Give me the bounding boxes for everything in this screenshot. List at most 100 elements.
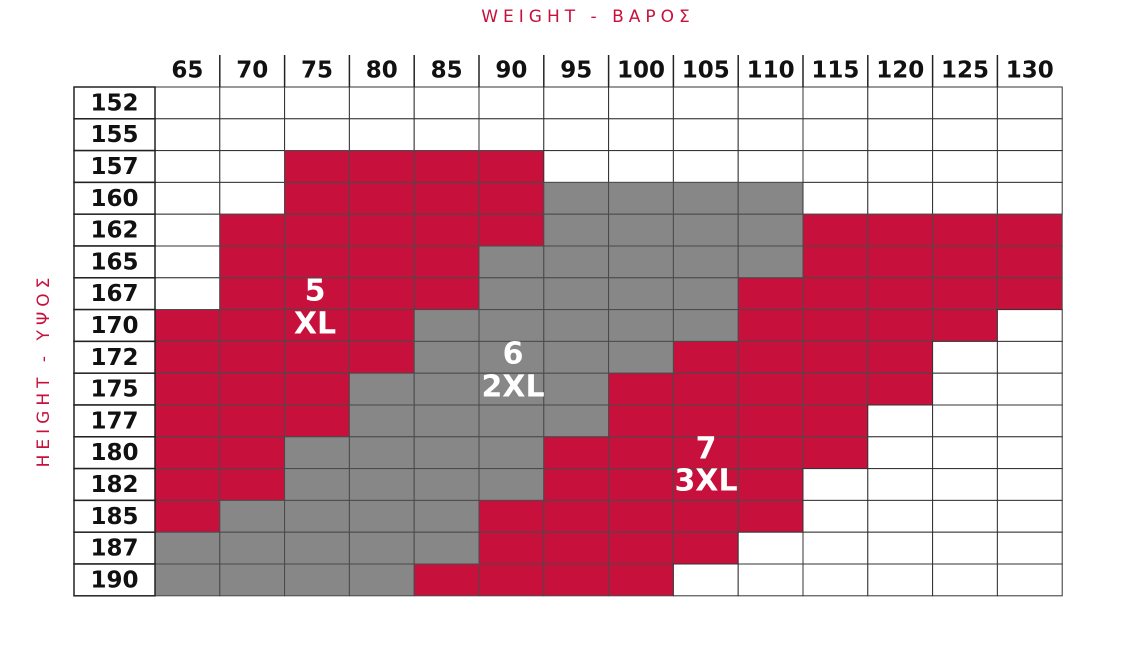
cell xyxy=(932,436,998,470)
cell xyxy=(608,277,674,311)
cell xyxy=(867,277,934,311)
cell xyxy=(932,499,998,533)
cell xyxy=(932,277,998,311)
cell xyxy=(672,563,739,597)
cell xyxy=(413,468,480,501)
cell xyxy=(608,213,674,247)
cell xyxy=(413,563,480,597)
cell xyxy=(284,499,350,533)
cell xyxy=(867,404,934,438)
cell xyxy=(932,531,998,565)
cell xyxy=(996,245,1063,279)
weight-label: 100 xyxy=(617,58,665,84)
cell xyxy=(608,150,674,183)
cell xyxy=(284,404,350,438)
cell xyxy=(219,404,286,438)
cell xyxy=(737,563,804,597)
cell xyxy=(413,404,480,438)
cell xyxy=(996,499,1063,533)
cell xyxy=(867,118,934,152)
cell xyxy=(608,499,674,533)
cell xyxy=(737,340,804,374)
cell xyxy=(932,563,998,597)
cell xyxy=(543,118,610,152)
cell xyxy=(413,340,480,374)
cell xyxy=(737,150,804,183)
cell xyxy=(543,563,610,597)
cell xyxy=(284,245,350,279)
cell xyxy=(154,118,221,152)
cell xyxy=(478,531,545,565)
weight-label: 105 xyxy=(682,58,730,84)
cell xyxy=(932,245,998,279)
cell xyxy=(737,499,804,533)
row-header-cell xyxy=(73,277,156,311)
height-label: 182 xyxy=(90,472,138,498)
cell xyxy=(348,86,415,120)
cell xyxy=(996,531,1063,565)
cell xyxy=(348,245,415,279)
cell xyxy=(284,213,350,247)
cell xyxy=(996,563,1063,597)
cell xyxy=(219,309,286,342)
size-number: 5 xyxy=(305,274,326,309)
row-header-cell xyxy=(73,118,156,152)
weight-label: 80 xyxy=(366,58,398,84)
cell xyxy=(672,436,739,470)
cell xyxy=(802,150,869,183)
cell xyxy=(348,213,415,247)
cell xyxy=(932,118,998,152)
cell xyxy=(802,213,869,247)
cell xyxy=(737,277,804,311)
weight-title: WEIGHT - ΒΑΡΟΣ xyxy=(481,7,695,27)
row-header-cell xyxy=(73,308,156,343)
cell xyxy=(672,340,739,374)
cell xyxy=(996,213,1063,247)
cell xyxy=(608,309,674,342)
cell xyxy=(154,277,221,311)
row-header-cell xyxy=(73,436,156,470)
height-label: 185 xyxy=(90,504,138,530)
cell xyxy=(932,213,998,247)
cell xyxy=(802,563,869,597)
cell xyxy=(932,404,998,438)
cell xyxy=(478,181,545,215)
cell xyxy=(737,118,804,152)
cell xyxy=(478,468,545,501)
cell xyxy=(543,213,610,247)
cell xyxy=(284,436,350,470)
cell xyxy=(284,563,350,597)
cell xyxy=(608,372,674,406)
cell xyxy=(802,245,869,279)
cell xyxy=(543,181,610,215)
cell xyxy=(737,372,804,406)
size-label: 2XL xyxy=(481,370,544,405)
cell xyxy=(543,86,610,120)
cell xyxy=(737,468,804,501)
cell xyxy=(672,531,739,565)
cell xyxy=(996,181,1063,215)
cell xyxy=(284,277,350,311)
cell xyxy=(996,150,1063,183)
row-header-cell xyxy=(73,372,156,406)
size-number: 7 xyxy=(696,432,717,467)
cell xyxy=(154,404,221,438)
cell xyxy=(478,213,545,247)
cell xyxy=(608,118,674,152)
cell xyxy=(284,531,350,565)
cell xyxy=(348,118,415,152)
cell xyxy=(543,436,610,470)
cell xyxy=(154,245,221,279)
height-label: 157 xyxy=(90,154,138,180)
cell xyxy=(802,118,869,152)
cell xyxy=(154,150,221,183)
cell xyxy=(348,531,415,565)
height-label: 187 xyxy=(90,536,138,562)
cell xyxy=(284,468,350,501)
cell xyxy=(543,404,610,438)
cell xyxy=(543,531,610,565)
cell xyxy=(543,245,610,279)
cell xyxy=(219,563,286,597)
cell xyxy=(867,372,934,406)
cell xyxy=(348,404,415,438)
